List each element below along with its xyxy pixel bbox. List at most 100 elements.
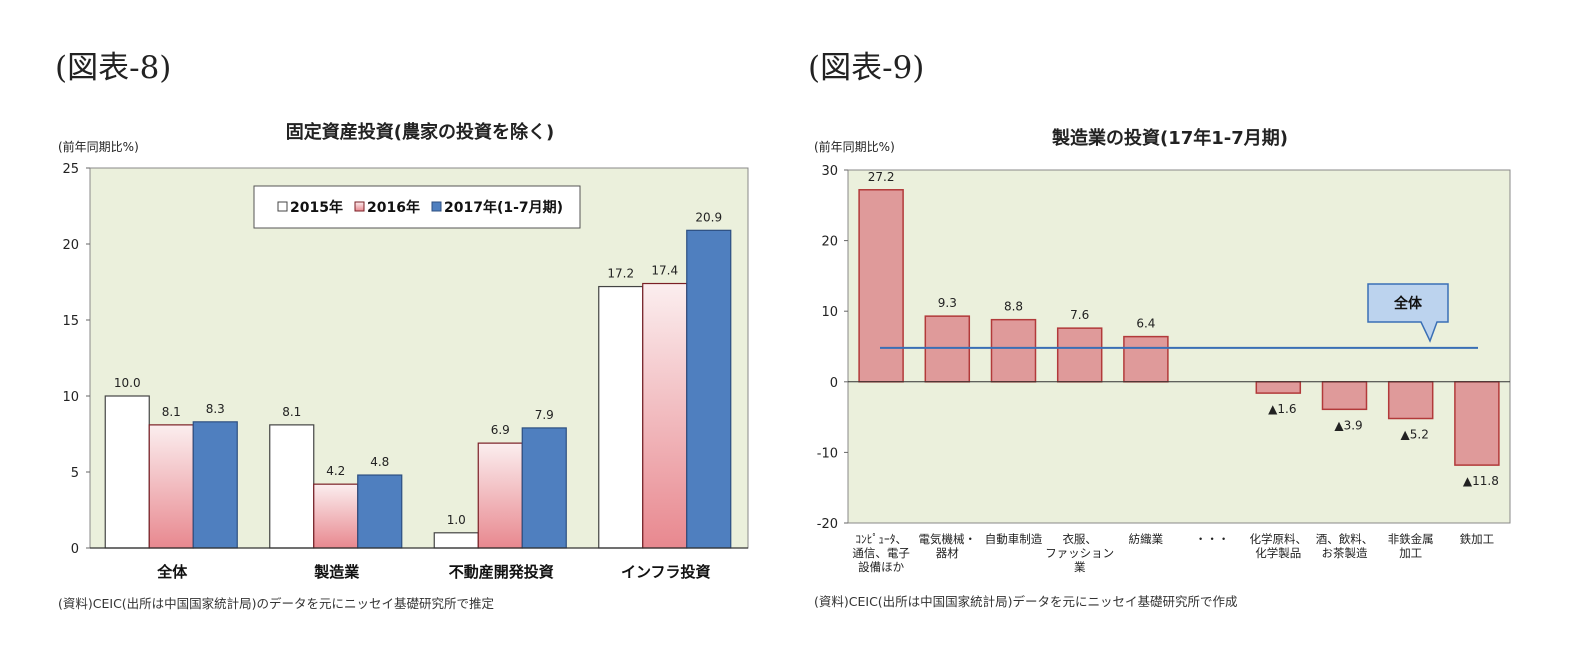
chart-title: 製造業の投資(17年1-7月期) xyxy=(1051,127,1288,149)
bar-value-label: 20.9 xyxy=(695,210,722,224)
x-category-label-line: 器材 xyxy=(936,546,959,560)
y-tick-label: 20 xyxy=(62,238,79,253)
x-category-label-line: ・・・ xyxy=(1195,532,1230,546)
bar-value-label: 10.0 xyxy=(114,376,141,390)
x-category-label: 化学原料、化学製品 xyxy=(1250,532,1308,560)
y-tick-label: 15 xyxy=(62,314,79,329)
x-category-label: 電気機械・器材 xyxy=(919,532,977,560)
x-category-label-line: 加工 xyxy=(1399,546,1422,560)
x-category-label-line: 鉄加工 xyxy=(1460,532,1495,546)
x-category-label: 酒、飲料、お茶製造 xyxy=(1316,532,1374,560)
bar-value-label: 4.8 xyxy=(370,455,389,469)
bar-value-label: 27.2 xyxy=(868,170,895,184)
bar-1 xyxy=(313,483,359,549)
bar-value-label: 8.1 xyxy=(282,405,301,419)
x-category-label-line: 化学製品 xyxy=(1255,546,1301,560)
y-tick-label: -10 xyxy=(817,446,838,461)
bar-1 xyxy=(148,424,194,549)
legend-label: 2016年 xyxy=(367,199,420,216)
reference-callout: 全体 xyxy=(1367,283,1449,343)
bar-value-label: 17.2 xyxy=(607,267,634,281)
x-category-label-line: 非鉄金属 xyxy=(1388,532,1434,546)
x-category-label: 自動車制造 xyxy=(985,532,1043,546)
x-category-label-line: 自動車制造 xyxy=(985,532,1043,546)
x-category-label: ・・・ xyxy=(1195,532,1230,546)
bar xyxy=(924,315,971,383)
y-tick-label: 10 xyxy=(821,305,838,320)
bar-value-label: 8.3 xyxy=(206,402,225,416)
y-tick-label: 0 xyxy=(830,376,838,391)
x-category-label-line: お茶製造 xyxy=(1322,546,1368,560)
bar xyxy=(858,189,904,383)
y-tick-label: 5 xyxy=(71,466,79,481)
chart-title: 固定資産投資(農家の投資を除く) xyxy=(286,121,554,143)
bar-0 xyxy=(269,424,315,549)
bar xyxy=(990,318,1037,383)
bar-value-label: 7.6 xyxy=(1070,308,1089,322)
bar xyxy=(1056,327,1103,383)
x-category-label: ｺﾝﾋﾟｭｰﾀ、通信、電子設備ほか xyxy=(852,532,910,574)
x-category-label-line: 紡織業 xyxy=(1129,532,1164,546)
bar-2 xyxy=(686,229,732,549)
x-category-label-line: 電気機械・ xyxy=(919,532,977,546)
callout-bubble xyxy=(1367,283,1449,343)
x-category-label-line: 酒、飲料、 xyxy=(1316,532,1374,546)
y-tick-label: 25 xyxy=(62,162,79,177)
y-tick-label: -20 xyxy=(817,517,838,532)
chart-manufacturing-investment: 製造業の投資(17年1-7月期) (前年同期比%) -20 -10 0 10 20 30 ｺﾝﾋ… xyxy=(814,127,1511,609)
legend-label: 2017年(1-7月期) xyxy=(444,199,563,216)
x-category-label-line: 化学原料、 xyxy=(1250,532,1308,546)
x-category-label: 全体 xyxy=(156,563,188,581)
bar-value-label: 8.8 xyxy=(1004,300,1023,314)
chart-fixed-asset-investment: 固定資産投資(農家の投資を除く) (前年同期比%) 0 5 10 15 20 25 全体 10.0… xyxy=(58,121,749,611)
bar-value-label: ▲11.8 xyxy=(1463,474,1499,488)
bar xyxy=(1255,381,1302,394)
legend-label: 2015年 xyxy=(290,199,343,216)
figure-label-9: (図表-9) xyxy=(808,50,925,86)
bar-value-label: ▲5.2 xyxy=(1401,428,1429,442)
bar-1 xyxy=(642,282,688,549)
x-category-label-line: 衣服、 xyxy=(1062,532,1097,546)
y-tick-label: 10 xyxy=(62,390,79,405)
bar-2 xyxy=(192,421,238,549)
bar xyxy=(1454,381,1500,466)
legend-swatch xyxy=(354,201,365,212)
source-note: (資料)CEIC(出所は中国国家統計局)のデータを元にニッセイ基礎研究所で推定 xyxy=(58,596,494,611)
x-category-label: 非鉄金属加工 xyxy=(1388,532,1434,560)
x-category-label: 製造業 xyxy=(313,563,360,581)
x-category-label: インフラ投資 xyxy=(621,563,711,581)
x-category-label-line: 通信、電子 xyxy=(852,546,910,560)
bar xyxy=(1321,381,1368,411)
x-category-label: 衣服、ファッション業 xyxy=(1045,532,1114,574)
x-category-label-line: 業 xyxy=(1074,560,1086,574)
bar-value-label: 4.2 xyxy=(326,464,345,478)
bar-value-label: 6.4 xyxy=(1136,317,1155,331)
x-category-label-line: ファッション xyxy=(1045,546,1114,560)
bar-value-label: ▲1.6 xyxy=(1268,402,1296,416)
x-category-label: 紡織業 xyxy=(1129,532,1164,546)
bar-value-label: 8.1 xyxy=(162,405,181,419)
legend-box xyxy=(253,185,581,229)
x-category-label-line: 設備ほか xyxy=(858,560,904,574)
bar-0 xyxy=(598,285,644,549)
bar-0 xyxy=(433,532,479,549)
x-category-label-line: ｺﾝﾋﾟｭｰﾀ、 xyxy=(855,532,907,546)
legend-swatch xyxy=(431,201,442,212)
y-unit-label: (前年同期比%) xyxy=(58,139,139,154)
bar-value-label: 1.0 xyxy=(447,513,466,527)
source-note: (資料)CEIC(出所は中国国家統計局)データを元にニッセイ基礎研究所で作成 xyxy=(814,594,1238,609)
bar-value-label: 6.9 xyxy=(491,423,510,437)
y-tick-label: 0 xyxy=(71,542,79,557)
callout-label: 全体 xyxy=(1393,295,1423,312)
y-tick-label: 30 xyxy=(821,164,838,179)
y-tick-label: 20 xyxy=(821,235,838,250)
legend-swatch xyxy=(277,201,288,212)
bar-value-label: 7.9 xyxy=(535,408,554,422)
bar-2 xyxy=(521,427,567,549)
bar-0 xyxy=(104,395,150,549)
bar-value-label: 17.4 xyxy=(651,264,678,278)
bar-value-label: 9.3 xyxy=(938,296,957,310)
bar-2 xyxy=(357,474,403,549)
bar-value-label: ▲3.9 xyxy=(1334,418,1362,432)
